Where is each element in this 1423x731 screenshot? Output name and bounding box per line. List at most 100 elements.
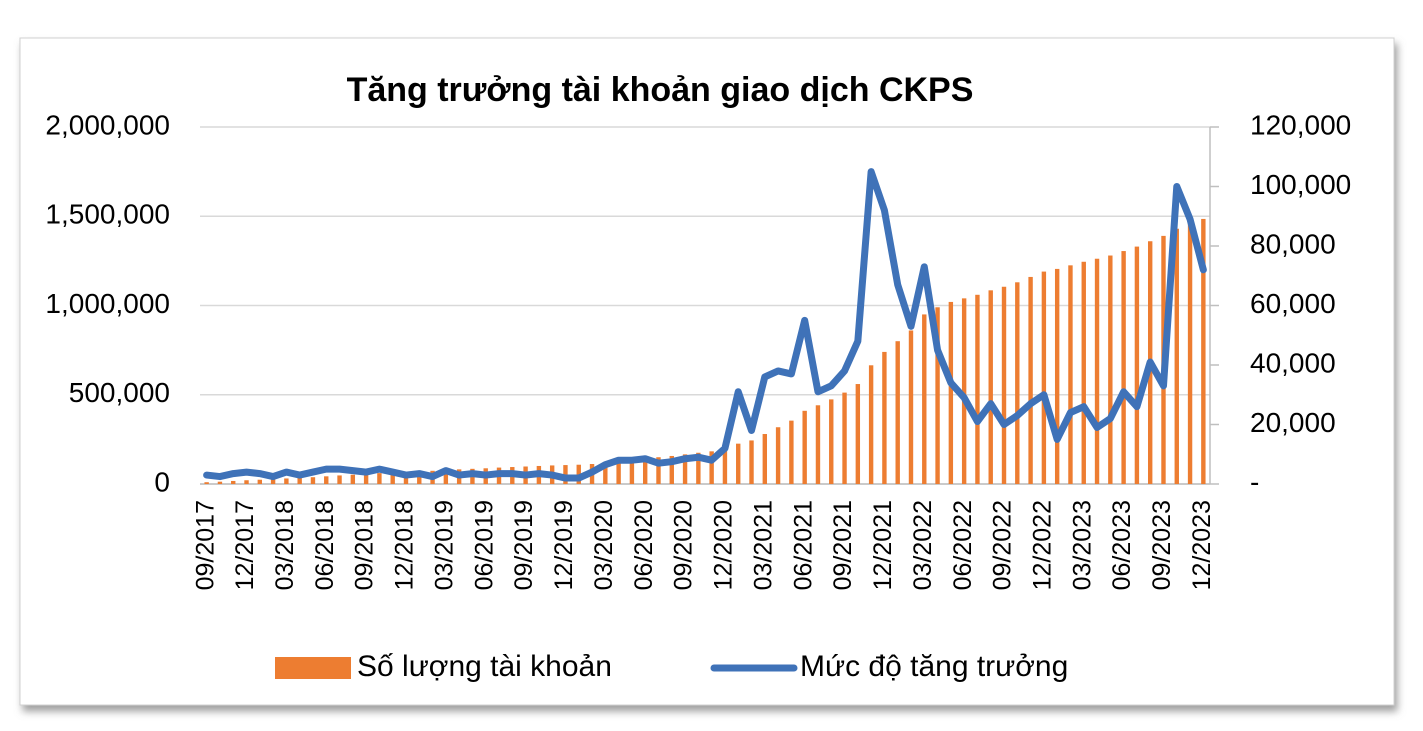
y-tick-label: 1,000,000 [45, 288, 170, 319]
y2-tick-label: 60,000 [1250, 288, 1336, 319]
bar [1134, 246, 1140, 484]
y-tick-label: 0 [154, 466, 170, 497]
bar [762, 434, 768, 484]
y-tick-label: 500,000 [69, 377, 170, 408]
bar [337, 475, 342, 484]
bar [868, 365, 874, 484]
bar [1068, 265, 1073, 484]
bar [1015, 282, 1020, 484]
bar [709, 451, 714, 484]
bar [1054, 268, 1060, 484]
legend-label: Mức độ tăng trưởng [800, 650, 1068, 683]
x-tick-label: 12/2017 [231, 500, 259, 590]
x-tick-label: 09/2022 [989, 500, 1017, 590]
chart-title: Tăng trưởng tài khoản giao dịch CKPS [347, 71, 974, 109]
bar [270, 479, 276, 484]
x-tick-label: 09/2021 [829, 500, 857, 590]
x-tick-label: 06/2020 [630, 500, 658, 590]
bar [1187, 223, 1193, 484]
bar [1041, 271, 1047, 484]
bar [775, 427, 781, 484]
x-tick-label: 09/2018 [351, 500, 379, 590]
x-tick-label: 06/2018 [311, 500, 339, 590]
legend-label: Số lượng tài khoản [357, 650, 612, 683]
x-tick-label: 12/2022 [1028, 500, 1056, 590]
x-tick-label: 12/2023 [1188, 500, 1216, 590]
bar [669, 455, 674, 484]
bar [1028, 276, 1033, 484]
bar [284, 478, 289, 484]
y2-tick-label: 20,000 [1250, 407, 1336, 438]
y2-tick-label: - [1250, 466, 1259, 497]
bar [350, 474, 356, 484]
bar [789, 420, 794, 484]
bar [1201, 218, 1206, 485]
bar [1174, 228, 1179, 484]
bar [696, 452, 701, 484]
bar [204, 482, 209, 484]
y2-tick-label: 100,000 [1250, 169, 1351, 200]
bar [815, 405, 821, 484]
bar [324, 476, 329, 484]
bar [722, 449, 728, 484]
bar [217, 481, 223, 484]
bar [736, 443, 741, 484]
bar [802, 410, 807, 484]
x-tick-label: 06/2023 [1108, 500, 1136, 590]
bar [297, 477, 302, 484]
bar [948, 301, 954, 484]
x-tick-label: 03/2022 [909, 500, 937, 590]
bar [922, 314, 927, 484]
x-tick-label: 03/2019 [430, 500, 458, 590]
bar [310, 477, 316, 484]
bar [855, 384, 861, 484]
x-tick-label: 12/2020 [710, 500, 738, 590]
bar [682, 454, 688, 484]
bar [629, 460, 635, 484]
legend-swatch [275, 657, 351, 679]
bar [443, 469, 449, 484]
y-tick-label: 2,000,000 [45, 109, 170, 140]
bar [1001, 286, 1007, 484]
bar [829, 399, 834, 484]
x-tick-label: 03/2020 [590, 500, 618, 590]
bar [842, 392, 847, 484]
bar [377, 473, 382, 484]
x-tick-label: 03/2021 [749, 500, 777, 590]
y2-tick-label: 120,000 [1250, 109, 1351, 140]
line [203, 168, 1207, 482]
bar [749, 440, 754, 484]
bar [390, 472, 395, 484]
bar [603, 462, 608, 484]
x-tick-label: 12/2021 [869, 500, 897, 590]
y-tick-label: 1,500,000 [45, 199, 170, 230]
x-tick-label: 06/2022 [949, 500, 977, 590]
bar [895, 341, 900, 484]
y2-tick-label: 80,000 [1250, 228, 1336, 259]
bar [908, 330, 914, 484]
x-tick-label: 12/2019 [550, 500, 578, 590]
bar [417, 471, 422, 484]
bar [935, 307, 940, 484]
bar [244, 480, 249, 484]
bar [656, 457, 661, 484]
bar [642, 458, 648, 484]
x-tick-label: 03/2018 [271, 500, 299, 590]
bar [1094, 258, 1100, 484]
x-tick-label: 12/2018 [391, 500, 419, 590]
x-tick-label: 09/2017 [191, 500, 219, 590]
x-tick-label: 09/2020 [670, 500, 698, 590]
x-tick-label: 06/2019 [470, 500, 498, 590]
bar [1108, 255, 1113, 484]
bar [1081, 261, 1086, 484]
bar [975, 294, 980, 484]
x-tick-label: 03/2023 [1068, 500, 1096, 590]
bar [882, 351, 887, 484]
y2-tick-label: 40,000 [1250, 347, 1336, 378]
bar [363, 474, 369, 484]
x-tick-label: 09/2023 [1148, 500, 1176, 590]
x-tick-label: 06/2021 [789, 500, 817, 590]
bar [616, 461, 621, 484]
